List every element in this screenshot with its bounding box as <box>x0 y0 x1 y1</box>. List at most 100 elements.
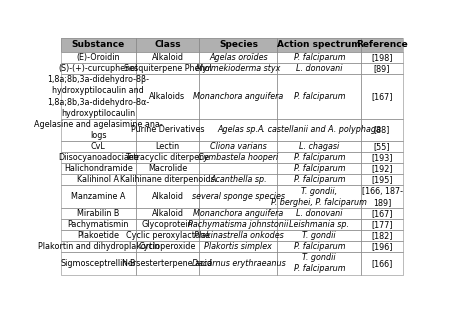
Text: Plakinastrella onkodes: Plakinastrella onkodes <box>193 231 283 240</box>
Text: [193]: [193] <box>371 153 393 162</box>
Bar <box>136 163 199 174</box>
Text: Substance: Substance <box>72 40 125 49</box>
Bar <box>199 38 277 52</box>
Bar <box>199 252 277 274</box>
Bar <box>361 241 403 252</box>
Bar <box>277 252 361 274</box>
Bar <box>361 174 403 185</box>
Bar <box>136 52 199 63</box>
Text: T. gondii,
P. berghei, P. falciparum: T. gondii, P. berghei, P. falciparum <box>271 187 367 207</box>
Text: Sigmosceptrellin-B: Sigmosceptrellin-B <box>61 259 136 268</box>
Bar <box>277 185 361 208</box>
Text: Diisocyanoadociane: Diisocyanoadociane <box>58 153 139 162</box>
Bar <box>277 74 361 119</box>
Text: Cycloperoxide: Cycloperoxide <box>139 242 196 251</box>
Text: several sponge species: several sponge species <box>192 192 285 201</box>
Bar <box>277 230 361 241</box>
Text: Alkaloids: Alkaloids <box>149 92 185 101</box>
Bar <box>277 241 361 252</box>
Text: Species: Species <box>219 40 258 49</box>
Bar <box>361 185 403 208</box>
Bar <box>277 141 361 152</box>
Text: Action spectrum: Action spectrum <box>277 40 361 49</box>
Bar <box>136 252 199 274</box>
Bar <box>61 185 136 208</box>
Bar <box>136 252 199 274</box>
Bar <box>277 74 361 119</box>
Text: Mirabilin B: Mirabilin B <box>77 209 119 218</box>
Text: [177]: [177] <box>371 220 393 229</box>
Bar <box>199 119 277 141</box>
Text: Dacárnus erythraeanus: Dacárnus erythraeanus <box>191 259 285 268</box>
Bar <box>136 38 199 52</box>
Bar <box>361 208 403 219</box>
Text: Acanthella sp.: Acanthella sp. <box>210 176 267 184</box>
Text: Pachymatismin: Pachymatismin <box>68 220 129 229</box>
Bar <box>361 208 403 219</box>
Text: Agelasine and agelasimine ana-
logs: Agelasine and agelasimine ana- logs <box>34 120 163 140</box>
Text: Norsesterterpene acid: Norsesterterpene acid <box>122 259 212 268</box>
Bar <box>199 119 277 141</box>
Bar <box>61 219 136 230</box>
Bar <box>199 141 277 152</box>
Text: Halichondramide: Halichondramide <box>64 164 133 173</box>
Bar <box>361 241 403 252</box>
Bar <box>136 230 199 241</box>
Bar <box>277 63 361 74</box>
Bar <box>361 174 403 185</box>
Text: [198]: [198] <box>371 53 393 62</box>
Text: T. gondii: T. gondii <box>302 231 336 240</box>
Text: Reference: Reference <box>356 40 408 49</box>
Text: Glycoprotein: Glycoprotein <box>142 220 193 229</box>
Bar <box>136 74 199 119</box>
Text: Alkaloid: Alkaloid <box>152 209 183 218</box>
Text: Cliona varians: Cliona varians <box>210 142 267 151</box>
Bar <box>199 252 277 274</box>
Text: Purine Derivatives: Purine Derivatives <box>131 125 204 134</box>
Bar <box>61 174 136 185</box>
Bar <box>199 74 277 119</box>
Bar <box>277 152 361 163</box>
Text: [88]: [88] <box>374 125 390 134</box>
Bar <box>136 119 199 141</box>
Bar <box>61 74 136 119</box>
Text: L. chagasi: L. chagasi <box>299 142 339 151</box>
Text: Plakortin and dihydroplakortin: Plakortin and dihydroplakortin <box>37 242 159 251</box>
Bar <box>61 252 136 274</box>
Bar <box>61 230 136 241</box>
Bar <box>277 241 361 252</box>
Bar <box>277 174 361 185</box>
Text: P. falciparum: P. falciparum <box>293 53 345 62</box>
Bar <box>199 174 277 185</box>
Text: L. donovani: L. donovani <box>296 64 343 73</box>
Bar <box>361 219 403 230</box>
Text: Lectin: Lectin <box>155 142 180 151</box>
Bar <box>61 163 136 174</box>
Bar <box>61 219 136 230</box>
Text: CvL: CvL <box>91 142 106 151</box>
Bar <box>199 241 277 252</box>
Bar <box>61 52 136 63</box>
Bar <box>277 174 361 185</box>
Bar <box>136 141 199 152</box>
Bar <box>199 163 277 174</box>
Bar <box>361 141 403 152</box>
Bar <box>361 252 403 274</box>
Bar <box>136 208 199 219</box>
Bar <box>361 63 403 74</box>
Bar <box>136 152 199 163</box>
Bar <box>61 163 136 174</box>
Bar <box>136 241 199 252</box>
Text: P. falciparum: P. falciparum <box>293 153 345 162</box>
Bar <box>277 163 361 174</box>
Text: Agelas oroïdes: Agelas oroïdes <box>209 53 268 62</box>
Bar <box>199 185 277 208</box>
Bar <box>61 174 136 185</box>
Bar <box>61 241 136 252</box>
Bar <box>61 141 136 152</box>
Bar <box>199 63 277 74</box>
Text: [167]: [167] <box>371 92 393 101</box>
Text: [166]: [166] <box>371 259 393 268</box>
Bar <box>277 52 361 63</box>
Bar <box>136 185 199 208</box>
